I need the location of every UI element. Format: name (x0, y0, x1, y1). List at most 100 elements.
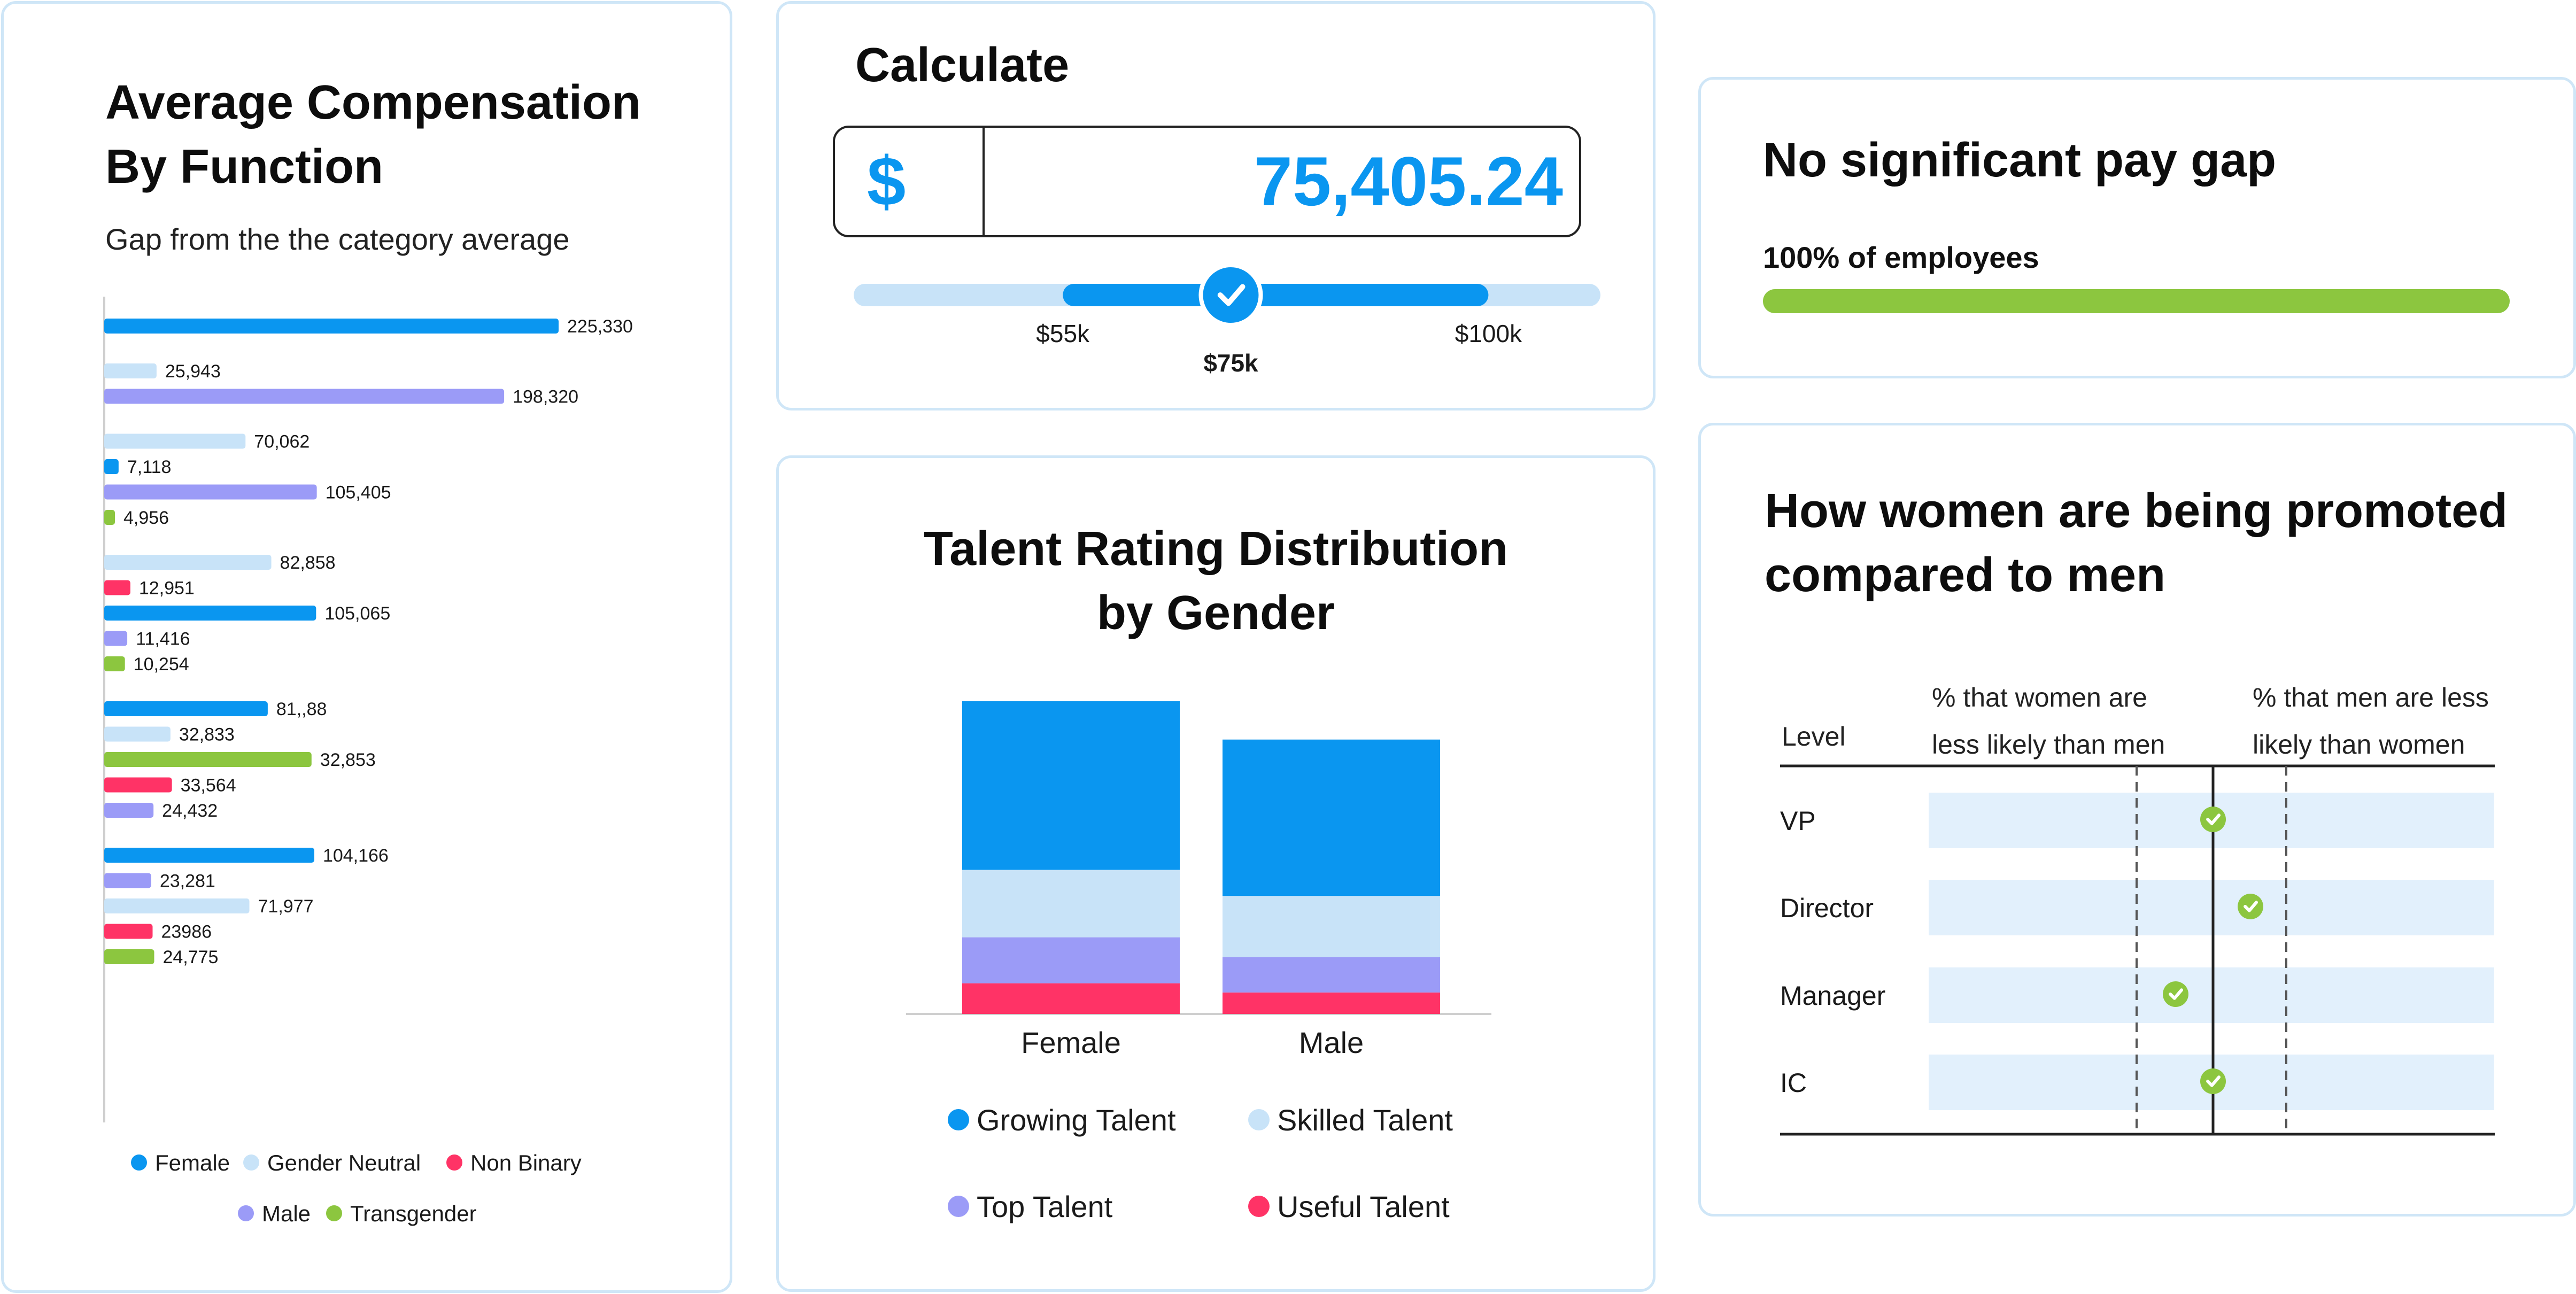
comp-bar-label: 225,330 (567, 316, 633, 337)
comp-bar (104, 752, 312, 767)
comp-bar (104, 803, 154, 818)
comp-bar (104, 701, 268, 716)
talent-card: Talent Rating Distribution by Gender (776, 455, 1656, 1292)
comp-bar-label: 7,118 (127, 457, 172, 477)
comp-bar-label: 33,564 (181, 776, 236, 796)
calculator-card: Calculate $ 75,405.24 (776, 1, 1656, 410)
talent-legend-label: Top Talent (977, 1190, 1113, 1223)
pay-gap-progress-track (1763, 289, 2510, 313)
comp-legend-label: Female (155, 1150, 230, 1175)
comp-bar (104, 555, 272, 570)
comp-bar (104, 484, 317, 500)
comp-bar (104, 848, 314, 863)
promotion-title-line1: How women are being promoted (1765, 484, 2508, 538)
compensation-title-line1: Average Compensation (105, 76, 641, 129)
talent-bar-segment (1223, 957, 1440, 993)
talent-bar-segment (962, 701, 1180, 870)
check-icon (2244, 901, 2258, 912)
comp-bar (104, 656, 125, 671)
promotion-title: How women are being promoted compared to… (1765, 479, 2508, 607)
comp-legend-label: Gender Neutral (267, 1150, 421, 1175)
comp-bar-label: 70,062 (254, 432, 310, 452)
talent-bar-segment (962, 937, 1180, 983)
comp-bar (104, 924, 153, 939)
comp-bar-label: 32,833 (179, 725, 235, 745)
talent-legend-label: Growing Talent (977, 1103, 1176, 1137)
comp-bar-label: 104,166 (323, 846, 389, 866)
comp-legend-swatch (446, 1154, 462, 1171)
col-header-women-line2: less likely than men (1932, 730, 2165, 760)
amount-input[interactable]: $ 75,405.24 (833, 126, 1581, 237)
comp-legend-label: Non Binary (470, 1150, 582, 1175)
comp-bar-label: 24,775 (163, 947, 218, 967)
talent-bar-segment (1223, 896, 1440, 957)
comp-bar-label: 105,405 (326, 483, 391, 503)
promotion-title-line2: compared to men (1765, 548, 2166, 602)
table-level-label: Director (1780, 893, 1874, 923)
compensation-card: Average Compensation By Function Gap fro… (1, 1, 732, 1293)
table-level-label: IC (1780, 1068, 1807, 1098)
currency-symbol: $ (867, 142, 906, 220)
compensation-subtitle: Gap from the the category average (105, 222, 570, 256)
talent-legend-swatch (948, 1196, 969, 1217)
compensation-title: Average Compensation By Function (105, 71, 641, 199)
comp-bar (104, 949, 154, 964)
comp-bar-label: 82,858 (280, 553, 336, 573)
amount-value: 75,405.24 (1254, 142, 1563, 220)
talent-legend-label: Skilled Talent (1277, 1103, 1453, 1137)
comp-bar-label: 12,951 (139, 578, 195, 599)
pay-gap-progress-fill (1763, 289, 2510, 313)
comp-bar-label: 24,432 (162, 801, 218, 821)
comp-bar-label: 198,320 (513, 387, 578, 407)
slider-current-label: $75k (1203, 349, 1258, 377)
comp-legend-swatch (243, 1154, 259, 1171)
comp-legend-label: Transgender (350, 1201, 477, 1226)
check-icon (2206, 1075, 2221, 1087)
talent-title-line1: Talent Rating Distribution (923, 522, 1509, 576)
comp-bar (104, 580, 130, 595)
comp-bar (104, 459, 119, 474)
talent-title: Talent Rating Distribution by Gender (779, 517, 1653, 645)
col-header-men-line2: likely than women (2253, 730, 2465, 760)
comp-bar-label: 32,853 (320, 750, 376, 770)
col-header-men: % that men are less likely than women (2253, 674, 2489, 768)
pay-gap-card: No significant pay gap 100% of employees (1698, 77, 2576, 378)
check-icon (2169, 988, 2183, 1000)
comp-legend-swatch (238, 1205, 254, 1221)
comp-bar (104, 606, 316, 621)
talent-legend-swatch (1248, 1196, 1270, 1217)
comp-legend-swatch (326, 1205, 342, 1221)
comp-bar (104, 510, 115, 525)
check-icon (2206, 813, 2221, 825)
comp-bar-label: 71,977 (258, 896, 314, 917)
talent-bar-segment (962, 983, 1180, 1014)
input-divider (983, 128, 985, 235)
comp-bar (104, 389, 505, 404)
slider-max-label: $100k (1455, 320, 1522, 347)
comp-bar (104, 319, 559, 334)
talent-bar-segment (1223, 739, 1440, 896)
talent-bar-segment (1223, 992, 1440, 1014)
comp-bar (104, 898, 250, 913)
row-marker (2163, 981, 2188, 1007)
pay-gap-title: No significant pay gap (1763, 134, 2277, 187)
row-marker (2200, 1068, 2226, 1094)
comp-bar-label: 11,416 (136, 629, 190, 649)
pay-gap-subtitle: 100% of employees (1763, 241, 2039, 274)
row-marker (2238, 894, 2263, 919)
col-header-women-line1: % that women are (1932, 683, 2147, 712)
comp-bar-label: 4,956 (123, 508, 169, 528)
comp-bar (104, 777, 172, 793)
compensation-title-line2: By Function (105, 140, 383, 193)
comp-bar-label: 25,943 (165, 361, 221, 382)
comp-bar (104, 631, 128, 646)
comp-bar (104, 873, 151, 888)
slider-min-label: $55k (1036, 320, 1090, 347)
talent-title-line2: by Gender (1096, 586, 1335, 640)
comp-bar (104, 726, 171, 742)
comp-legend-label: Male (262, 1201, 311, 1226)
comp-bar (104, 433, 246, 449)
